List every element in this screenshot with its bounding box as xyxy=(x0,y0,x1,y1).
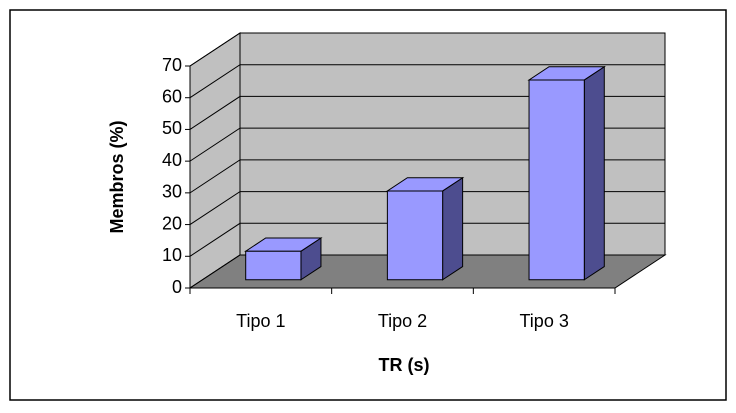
x-tick-label: Tipo 1 xyxy=(236,311,285,331)
y-tick-label: 30 xyxy=(162,182,182,202)
grid-line xyxy=(189,64,665,99)
grid-line xyxy=(189,32,665,67)
x-tick-label: Tipo 3 xyxy=(519,311,568,331)
grid-line xyxy=(189,159,665,194)
x-tick-label: Tipo 2 xyxy=(378,311,427,331)
y-tick-label: 20 xyxy=(162,213,182,233)
bar xyxy=(245,250,302,281)
bar-side xyxy=(442,176,464,281)
side-wall xyxy=(189,32,241,289)
y-tick-label: 50 xyxy=(162,118,182,138)
y-tick-label: 70 xyxy=(162,55,182,75)
grid-line xyxy=(189,95,665,130)
y-tick-label: 60 xyxy=(162,86,182,106)
y-tick-label: 0 xyxy=(172,277,182,297)
y-tick-label: 40 xyxy=(162,150,182,170)
grid-line xyxy=(189,254,665,289)
bar xyxy=(528,79,585,281)
y-axis-title: Membros (%) xyxy=(107,120,127,233)
bar xyxy=(386,190,444,281)
bar-side xyxy=(583,65,605,281)
grid-line xyxy=(189,127,665,162)
grid-line xyxy=(189,191,665,225)
x-axis-title: TR (s) xyxy=(379,355,430,375)
grid-line xyxy=(189,222,665,257)
y-tick-label: 10 xyxy=(162,245,182,265)
